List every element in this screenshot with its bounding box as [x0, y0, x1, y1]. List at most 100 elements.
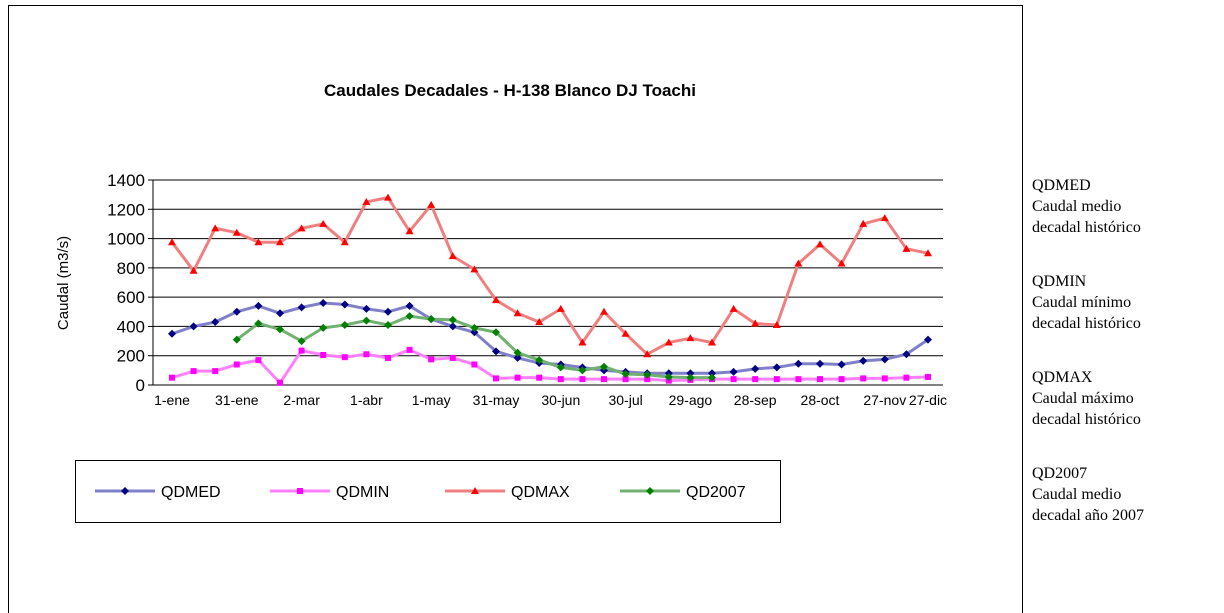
- point: [600, 307, 608, 315]
- point: [646, 487, 654, 495]
- point: [859, 219, 868, 227]
- point: [121, 487, 129, 495]
- point: [664, 338, 673, 346]
- point: [536, 374, 543, 381]
- legend-label: QDMED: [161, 484, 221, 501]
- note-code: QDMAX: [1032, 369, 1093, 386]
- note-line: Caudal medio: [1032, 198, 1121, 215]
- legend-label: QDMAX: [511, 484, 570, 501]
- point: [816, 359, 824, 368]
- point: [773, 376, 780, 383]
- point: [686, 373, 695, 382]
- point: [535, 356, 544, 365]
- point: [297, 303, 306, 312]
- x-tick-label: 1-may: [412, 392, 451, 408]
- point: [384, 307, 392, 316]
- point: [470, 323, 479, 332]
- chart-border: [8, 5, 1023, 613]
- point: [708, 373, 716, 382]
- point: [924, 335, 932, 344]
- point: [363, 351, 370, 358]
- series-line: [171, 348, 929, 386]
- point: [729, 367, 738, 376]
- point: [319, 219, 328, 227]
- point: [384, 193, 392, 201]
- point: [837, 360, 846, 369]
- point: [903, 374, 910, 381]
- point: [448, 315, 457, 324]
- point: [362, 304, 371, 313]
- chart-title: Caudales Decadales - H-138 Blanco DJ Toa…: [324, 81, 696, 100]
- point: [751, 364, 760, 373]
- point: [492, 347, 500, 356]
- point: [816, 240, 824, 248]
- point: [578, 366, 587, 375]
- x-tick-label: 30-jun: [541, 392, 580, 408]
- point: [622, 376, 629, 383]
- point: [168, 238, 176, 246]
- point: [406, 346, 413, 353]
- point: [708, 338, 716, 346]
- x-tick-label: 1-abr: [350, 392, 383, 408]
- point: [860, 375, 867, 382]
- point: [794, 359, 803, 368]
- point: [708, 369, 716, 378]
- point: [297, 488, 303, 494]
- point: [579, 376, 586, 383]
- point: [621, 329, 630, 337]
- point: [405, 227, 414, 235]
- point: [729, 304, 738, 312]
- point: [643, 350, 652, 358]
- point: [189, 322, 198, 331]
- point: [601, 376, 607, 383]
- point: [362, 197, 371, 205]
- point: [255, 357, 262, 364]
- point: [880, 214, 889, 222]
- point: [212, 368, 219, 375]
- x-tick-label: 2-mar: [283, 392, 320, 408]
- point: [471, 361, 478, 368]
- point: [492, 296, 500, 304]
- point: [297, 224, 306, 232]
- point: [297, 337, 306, 346]
- legend-label: QDMIN: [336, 484, 389, 501]
- x-tick-label: 1-ene: [154, 392, 190, 408]
- y-tick-label: 1400: [107, 171, 145, 190]
- x-tick-label: 29-ago: [669, 392, 713, 408]
- point: [859, 356, 868, 365]
- point: [772, 363, 781, 372]
- point: [514, 374, 521, 381]
- point: [385, 354, 391, 361]
- point: [881, 375, 888, 382]
- legend-label: QD2007: [686, 484, 746, 501]
- point: [428, 356, 435, 363]
- point: [233, 361, 240, 368]
- y-tick-label: 800: [117, 259, 145, 278]
- point: [513, 348, 522, 357]
- point: [254, 319, 263, 328]
- y-tick-label: 200: [117, 347, 145, 366]
- point: [772, 320, 781, 328]
- x-tick-label: 28-oct: [801, 392, 840, 408]
- point: [298, 347, 305, 354]
- point: [557, 376, 564, 383]
- note-code: QDMED: [1032, 177, 1091, 194]
- point: [340, 238, 349, 246]
- point: [319, 323, 328, 332]
- point: [254, 238, 263, 246]
- point: [925, 373, 931, 380]
- point: [405, 312, 414, 321]
- point: [795, 376, 802, 383]
- x-tick-label: 31-ene: [215, 392, 259, 408]
- point: [232, 228, 241, 236]
- point: [319, 299, 328, 307]
- y-axis-label: Caudal (m3/s): [55, 236, 72, 330]
- point: [794, 259, 803, 267]
- point: [168, 329, 176, 338]
- x-tick-label: 30-jul: [608, 392, 642, 408]
- point: [838, 376, 845, 383]
- point: [254, 301, 263, 310]
- point: [427, 200, 436, 208]
- point: [493, 375, 499, 382]
